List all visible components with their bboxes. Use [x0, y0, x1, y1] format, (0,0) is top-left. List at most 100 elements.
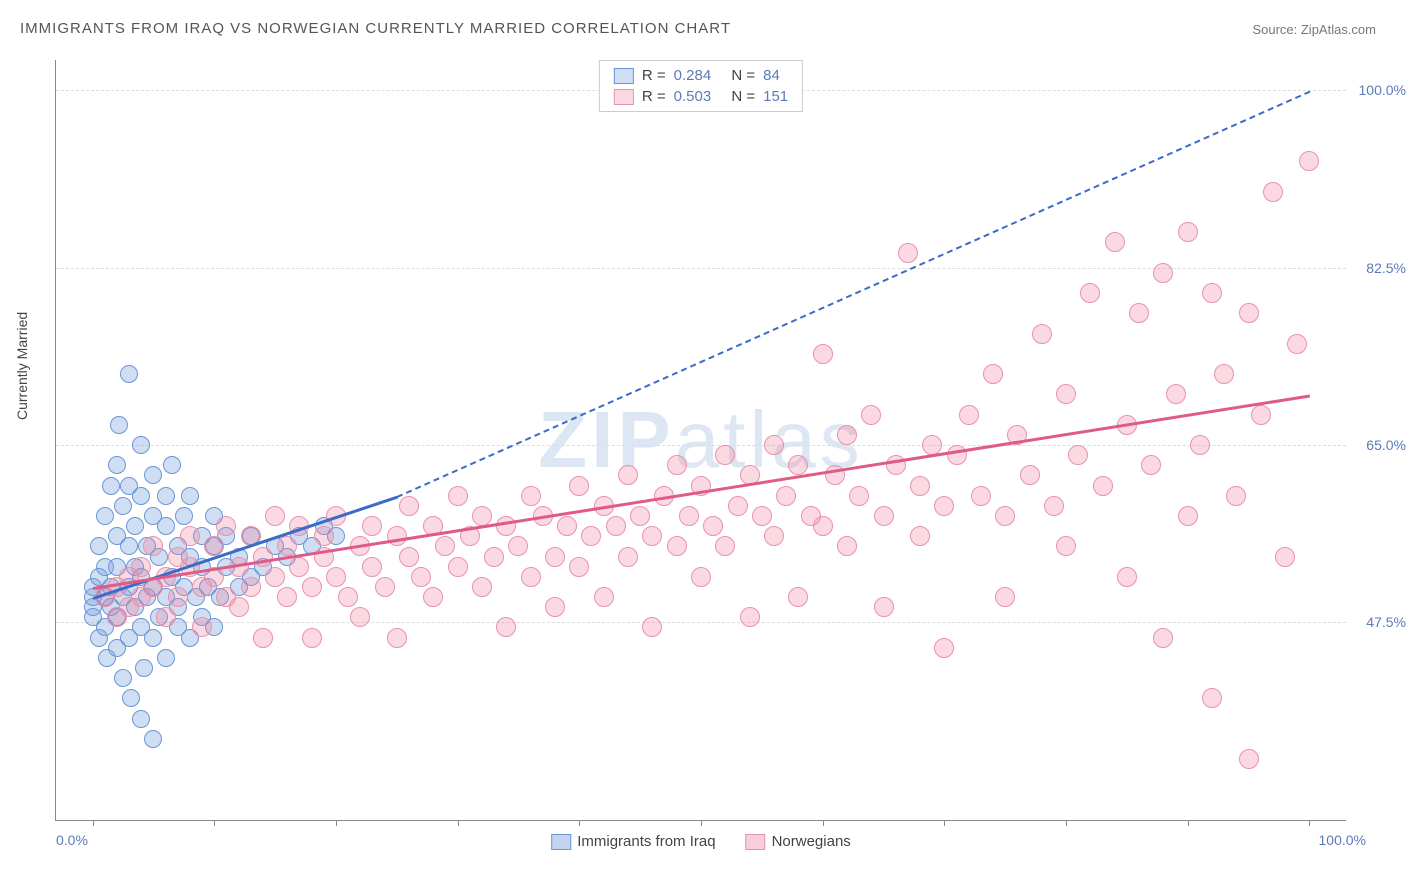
scatter-point	[667, 455, 687, 475]
scatter-point	[496, 516, 516, 536]
scatter-point	[764, 435, 784, 455]
gridline	[56, 268, 1346, 269]
scatter-point	[157, 517, 175, 535]
legend-item: Immigrants from Iraq	[551, 833, 715, 850]
scatter-point	[375, 577, 395, 597]
scatter-point	[581, 526, 601, 546]
scatter-point	[934, 638, 954, 658]
source-attribution: Source: ZipAtlas.com	[1252, 22, 1376, 37]
y-tick-label: 82.5%	[1351, 260, 1406, 276]
scatter-point	[302, 577, 322, 597]
scatter-point	[277, 536, 297, 556]
scatter-point	[157, 649, 175, 667]
scatter-point	[1105, 232, 1125, 252]
y-tick-label: 65.0%	[1351, 437, 1406, 453]
scatter-point	[387, 526, 407, 546]
scatter-point	[168, 587, 188, 607]
scatter-point	[752, 506, 772, 526]
scatter-point	[642, 617, 662, 637]
series-legend: Immigrants from IraqNorwegians	[551, 833, 851, 850]
scatter-point	[813, 516, 833, 536]
scatter-point	[350, 607, 370, 627]
scatter-point	[289, 557, 309, 577]
x-max-label: 100.0%	[1319, 832, 1366, 848]
source-prefix: Source:	[1252, 22, 1300, 37]
scatter-point	[156, 607, 176, 627]
scatter-point	[1080, 283, 1100, 303]
scatter-point	[253, 628, 273, 648]
scatter-point	[1020, 465, 1040, 485]
scatter-point	[135, 659, 153, 677]
scatter-point	[679, 506, 699, 526]
scatter-point	[1214, 364, 1234, 384]
scatter-point	[157, 487, 175, 505]
scatter-point	[302, 628, 322, 648]
scatter-point	[995, 587, 1015, 607]
scatter-point	[1117, 567, 1137, 587]
legend-row: R = 0.503 N = 151	[614, 86, 788, 107]
scatter-point	[108, 456, 126, 474]
scatter-point	[120, 537, 138, 555]
scatter-point	[144, 466, 162, 484]
scatter-point	[764, 526, 784, 546]
scatter-point	[1068, 445, 1088, 465]
scatter-point	[1226, 486, 1246, 506]
scatter-point	[508, 536, 528, 556]
x-tick	[701, 820, 702, 826]
x-tick	[336, 820, 337, 826]
scatter-point	[874, 506, 894, 526]
scatter-point	[122, 689, 140, 707]
y-axis-label: Currently Married	[14, 312, 30, 420]
scatter-point	[1153, 628, 1173, 648]
scatter-point	[959, 405, 979, 425]
legend-row: R = 0.284 N = 84	[614, 65, 788, 86]
scatter-point	[399, 547, 419, 567]
scatter-point	[1178, 506, 1198, 526]
scatter-point	[132, 487, 150, 505]
scatter-point	[114, 669, 132, 687]
scatter-point	[691, 567, 711, 587]
scatter-point	[606, 516, 626, 536]
scatter-point	[776, 486, 796, 506]
scatter-point	[1166, 384, 1186, 404]
scatter-point	[110, 416, 128, 434]
plot-area: ZIPatlas 47.5%65.0%82.5%100.0%0.0%100.0%…	[55, 60, 1346, 821]
scatter-point	[1129, 303, 1149, 323]
scatter-point	[399, 496, 419, 516]
scatter-point	[740, 607, 760, 627]
scatter-point	[1032, 324, 1052, 344]
scatter-point	[96, 507, 114, 525]
scatter-point	[387, 628, 407, 648]
scatter-point	[326, 567, 346, 587]
scatter-point	[175, 507, 193, 525]
gridline	[56, 445, 1346, 446]
scatter-point	[265, 567, 285, 587]
scatter-point	[314, 526, 334, 546]
y-tick-label: 100.0%	[1351, 82, 1406, 98]
scatter-point	[132, 436, 150, 454]
scatter-point	[484, 547, 504, 567]
scatter-point	[983, 364, 1003, 384]
scatter-point	[496, 617, 516, 637]
y-tick-label: 47.5%	[1351, 614, 1406, 630]
scatter-point	[1263, 182, 1283, 202]
source-link[interactable]: ZipAtlas.com	[1301, 22, 1376, 37]
scatter-point	[521, 567, 541, 587]
scatter-point	[728, 496, 748, 516]
scatter-point	[114, 497, 132, 515]
scatter-point	[715, 536, 735, 556]
scatter-point	[1202, 688, 1222, 708]
scatter-point	[181, 487, 199, 505]
scatter-point	[910, 526, 930, 546]
scatter-point	[874, 597, 894, 617]
scatter-point	[934, 496, 954, 516]
scatter-point	[1056, 384, 1076, 404]
scatter-point	[618, 465, 638, 485]
scatter-point	[411, 567, 431, 587]
scatter-point	[569, 476, 589, 496]
scatter-point	[569, 557, 589, 577]
scatter-point	[192, 617, 212, 637]
scatter-point	[910, 476, 930, 496]
scatter-point	[837, 536, 857, 556]
scatter-point	[265, 506, 285, 526]
